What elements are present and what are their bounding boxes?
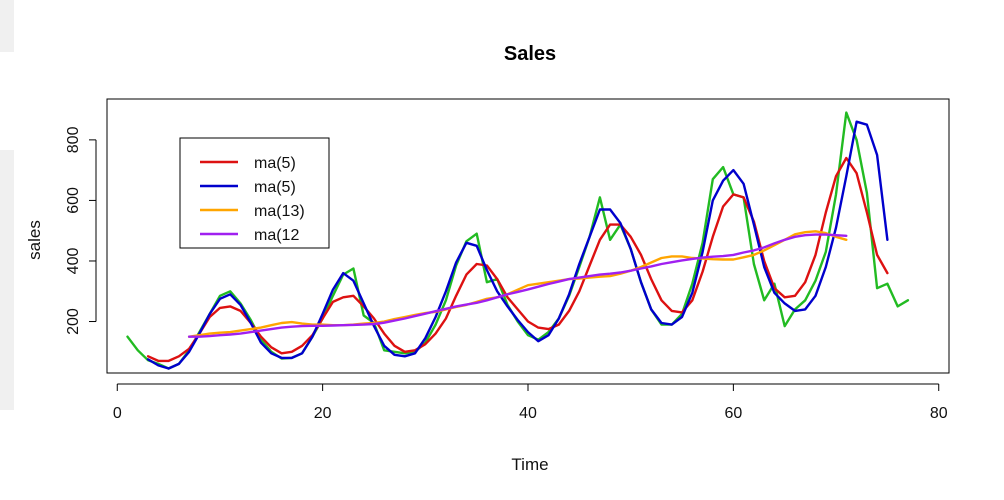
x-tick-label: 60 [724, 405, 742, 422]
left-edge-panel-middle [0, 150, 14, 410]
legend-label: ma(5) [254, 155, 296, 172]
series-line-1-ma-5 [146, 156, 889, 363]
y-tick-label: 800 [65, 126, 82, 153]
x-tick-label: 0 [113, 405, 122, 422]
y-tick-label: 400 [65, 248, 82, 275]
legend-box [179, 137, 330, 249]
x-axis-label: Time [511, 455, 548, 474]
x-tick-label: 20 [314, 405, 332, 422]
y-tick-label: 600 [65, 187, 82, 214]
series-line-4-ma-12 [187, 233, 848, 338]
y-tick-label: 200 [65, 308, 82, 335]
plot-frame [106, 98, 950, 374]
y-axis-label: sales [25, 220, 44, 260]
legend-label: ma(12 [254, 227, 299, 244]
legend-label: ma(5) [254, 179, 296, 196]
legend: ma(5) ma(5) ma(13) ma(12 [179, 137, 330, 249]
series-line-2-ma-5 [146, 120, 889, 370]
chart-title: Sales [504, 43, 556, 65]
axes: 0 20 40 60 80 200 400 600 800 [65, 98, 950, 422]
series-layer [126, 111, 910, 370]
x-tick-label: 40 [519, 405, 537, 422]
series-line-3-ma-13 [187, 230, 848, 338]
x-tick-label: 80 [930, 405, 948, 422]
left-edge-panel-top [0, 0, 14, 52]
legend-label: ma(13) [254, 203, 305, 220]
